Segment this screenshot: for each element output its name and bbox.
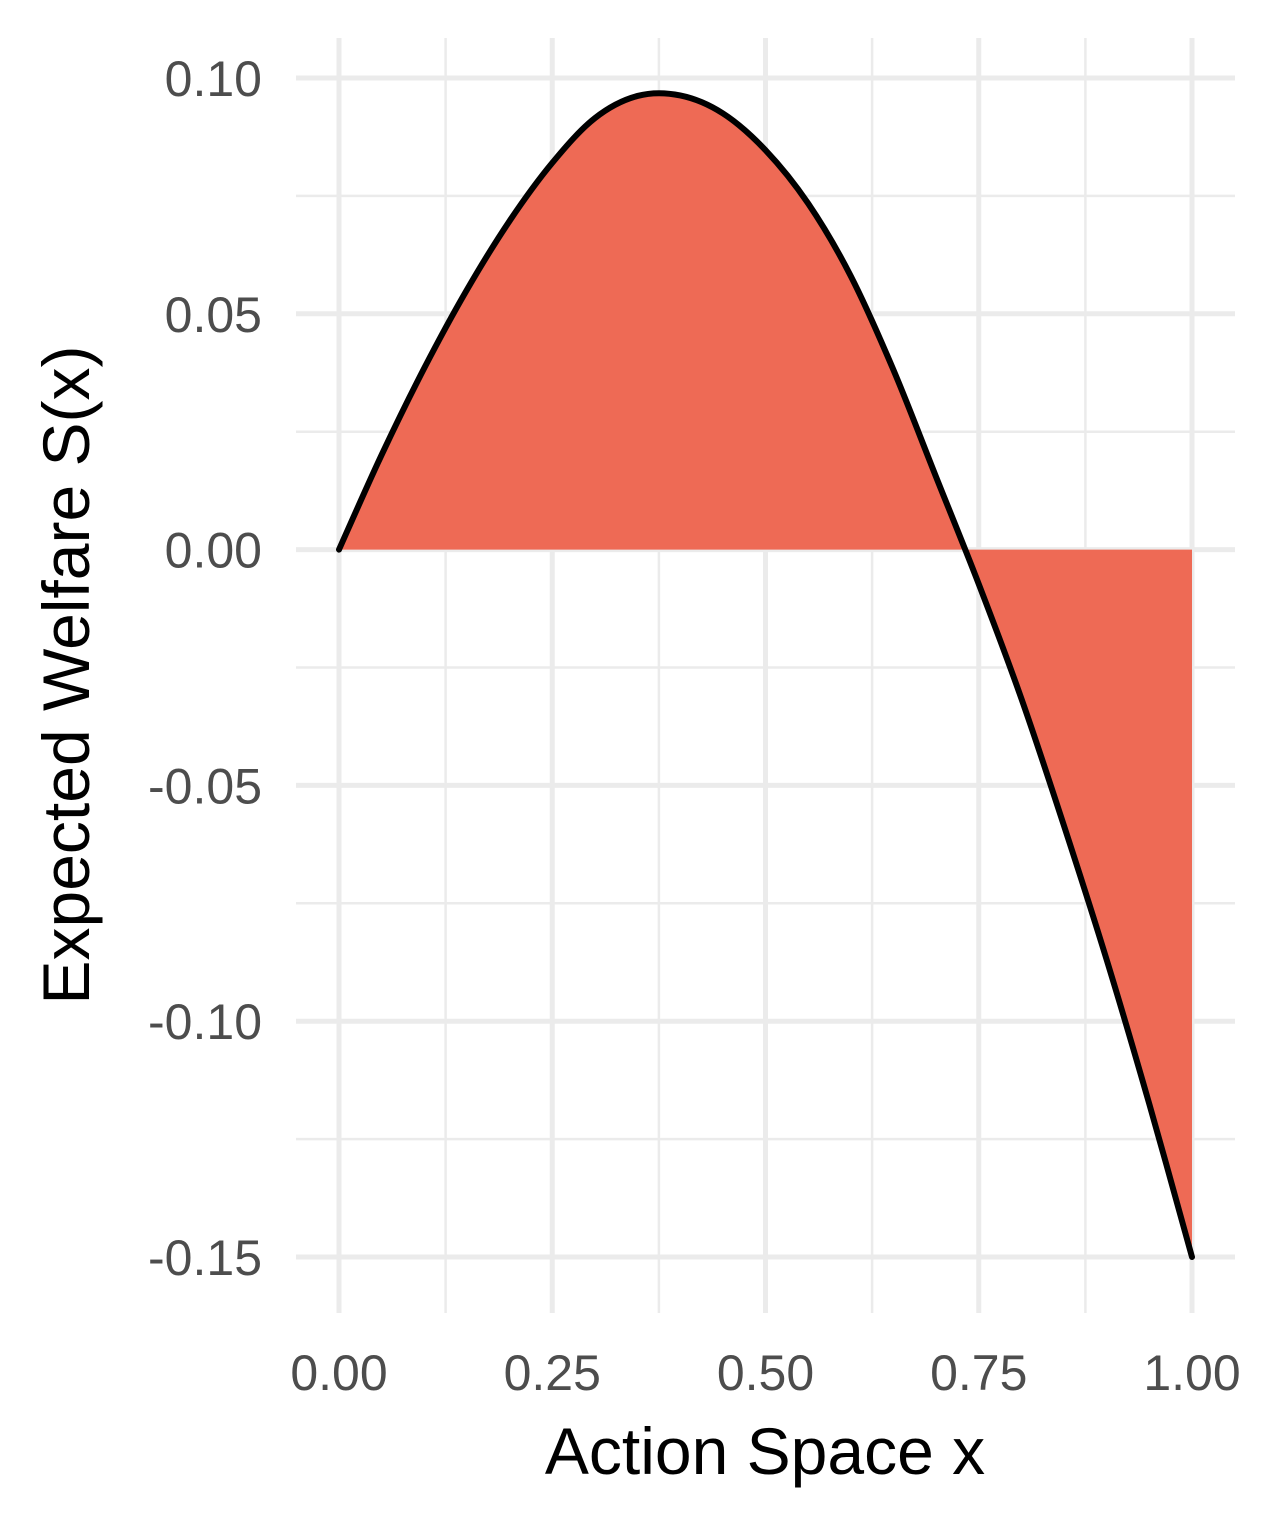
y-tick-label: -0.15 (148, 1230, 262, 1286)
y-tick-label: -0.05 (148, 758, 262, 814)
tick-labels: 0.00 0.25 0.50 0.75 1.00 -0.15 -0.10 -0.05 0.00 0… (148, 51, 1241, 1401)
x-axis-title: Action Space x (545, 1414, 985, 1488)
x-tick-label: 1.00 (1143, 1345, 1240, 1401)
series-line (336, 90, 1195, 1260)
x-tick-label: 0.25 (504, 1345, 601, 1401)
y-tick-label: 0.10 (165, 51, 262, 107)
series-line-path (336, 90, 1195, 1260)
x-tick-label: 0.50 (717, 1345, 814, 1401)
x-tick-label: 0.00 (290, 1345, 387, 1401)
y-axis-title: Expected Welfare S(x) (29, 345, 103, 1004)
y-tick-label: 0.00 (165, 523, 262, 579)
area-fill-shape (339, 93, 1192, 1257)
y-tick-label: 0.05 (165, 287, 262, 343)
x-tick-label: 0.75 (930, 1345, 1027, 1401)
area-fill (339, 93, 1192, 1257)
y-tick-label: -0.10 (148, 994, 262, 1050)
